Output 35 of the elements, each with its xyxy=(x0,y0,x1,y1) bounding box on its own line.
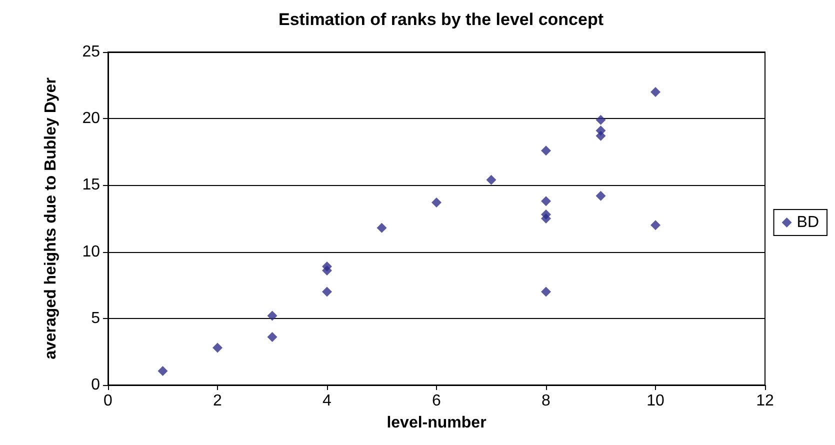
y-tick-label: 0 xyxy=(91,376,100,394)
point xyxy=(376,222,387,233)
x-tick-label: 6 xyxy=(432,392,442,410)
point xyxy=(486,174,496,185)
y-tick-label: 10 xyxy=(82,243,100,260)
point xyxy=(596,130,606,141)
point xyxy=(650,86,660,97)
x-tick-label: 10 xyxy=(646,392,664,410)
point xyxy=(158,366,168,376)
y-tick-label: 25 xyxy=(82,44,100,60)
chart-title: Estimation of ranks by the level concept xyxy=(278,10,604,29)
x-tick-label: 2 xyxy=(213,392,222,410)
y-tick-label: 15 xyxy=(82,176,100,194)
point xyxy=(596,190,606,201)
point xyxy=(432,198,442,208)
point xyxy=(267,310,278,321)
x-tick-label: 0 xyxy=(104,392,113,410)
point xyxy=(650,220,660,230)
y-axis-title: averaged heights due to Bubley Dyer xyxy=(42,78,60,360)
y-tick-label: 5 xyxy=(91,310,100,327)
point xyxy=(212,342,222,353)
point xyxy=(267,332,278,342)
x-axis-title: level-number xyxy=(386,414,486,432)
point xyxy=(322,286,332,297)
point xyxy=(541,214,551,224)
x-tick-label: 8 xyxy=(542,392,551,410)
x-tick-label: 4 xyxy=(322,392,332,410)
x-tick-label: 12 xyxy=(756,392,774,410)
point xyxy=(596,114,606,125)
point xyxy=(541,196,551,206)
point xyxy=(541,286,551,297)
point xyxy=(322,265,332,276)
y-tick-label: 20 xyxy=(82,110,100,128)
legend-label: BD xyxy=(796,214,820,231)
point xyxy=(541,146,551,156)
